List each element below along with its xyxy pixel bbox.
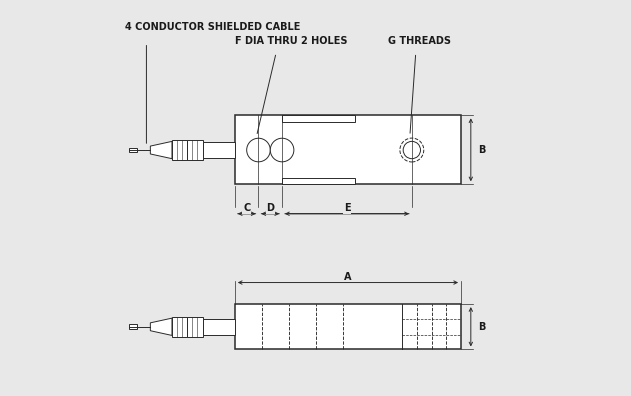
Bar [187,317,203,337]
Text: A: A [344,272,351,282]
Bar [172,140,187,160]
Bar [282,115,355,122]
Bar [129,324,136,329]
Text: 4 CONDUCTOR SHIELDED CABLE: 4 CONDUCTOR SHIELDED CABLE [125,22,300,32]
Bar [282,177,355,184]
Bar [235,115,461,184]
Bar [235,304,461,349]
Text: B: B [478,322,485,332]
Bar [203,142,235,158]
Text: E: E [344,203,350,213]
Text: C: C [243,203,251,213]
Bar [172,317,187,337]
Text: D: D [266,203,274,213]
Text: B: B [478,145,485,155]
Bar [187,140,203,160]
Text: G THREADS: G THREADS [388,36,451,46]
Bar [203,319,235,335]
Circle shape [247,138,270,162]
Circle shape [403,141,420,159]
Circle shape [270,138,294,162]
Text: F DIA THRU 2 HOLES: F DIA THRU 2 HOLES [235,36,348,46]
Polygon shape [150,318,172,335]
Polygon shape [150,141,172,159]
Bar [129,148,136,152]
